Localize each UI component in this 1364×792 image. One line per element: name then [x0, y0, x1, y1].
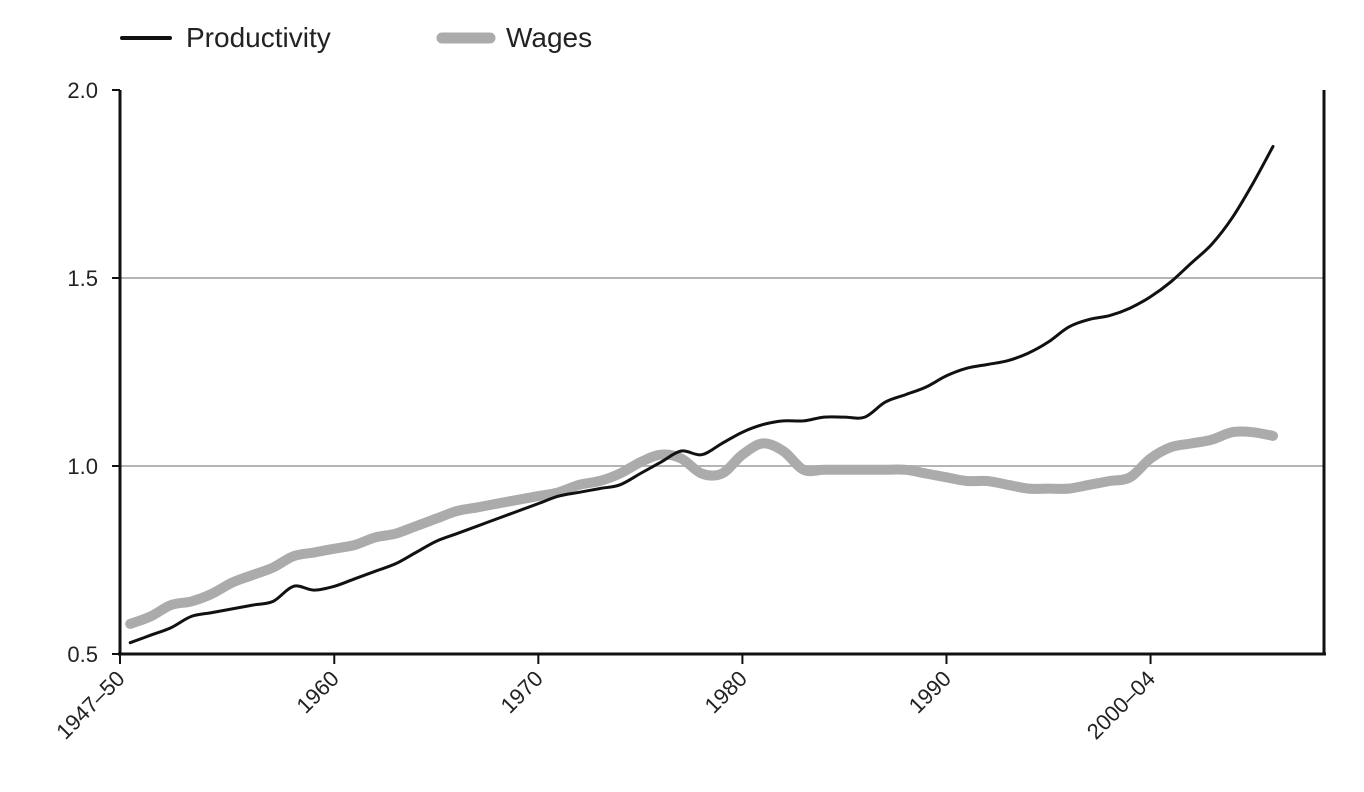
legend: Productivity Wages: [120, 22, 592, 53]
series-line-wages: [125, 426, 1278, 629]
x-tick-label: 1970: [496, 666, 548, 718]
gridlines: [120, 277, 1324, 467]
y-tick-label: 0.5: [67, 642, 98, 667]
series-lines: [125, 144, 1278, 645]
x-tick-label: 1947–50: [51, 666, 129, 744]
x-tick-label: 1960: [292, 666, 344, 718]
axes: [118, 90, 1326, 656]
legend-wages-label: Wages: [506, 22, 592, 53]
series-line-productivity: [128, 144, 1275, 645]
legend-productivity-label: Productivity: [186, 22, 331, 53]
y-tick-label: 2.0: [67, 78, 98, 103]
x-ticks: 1947–50 1960 1970 1980 1990 2000–04: [51, 654, 1160, 744]
x-tick-label: 2000–04: [1082, 666, 1160, 744]
x-tick-label: 1990: [904, 666, 956, 718]
y-tick-label: 1.5: [67, 266, 98, 291]
x-tick-label: 1980: [700, 666, 752, 718]
y-tick-label: 1.0: [67, 454, 98, 479]
y-ticks: 0.5 1.0 1.5 2.0: [67, 78, 120, 667]
